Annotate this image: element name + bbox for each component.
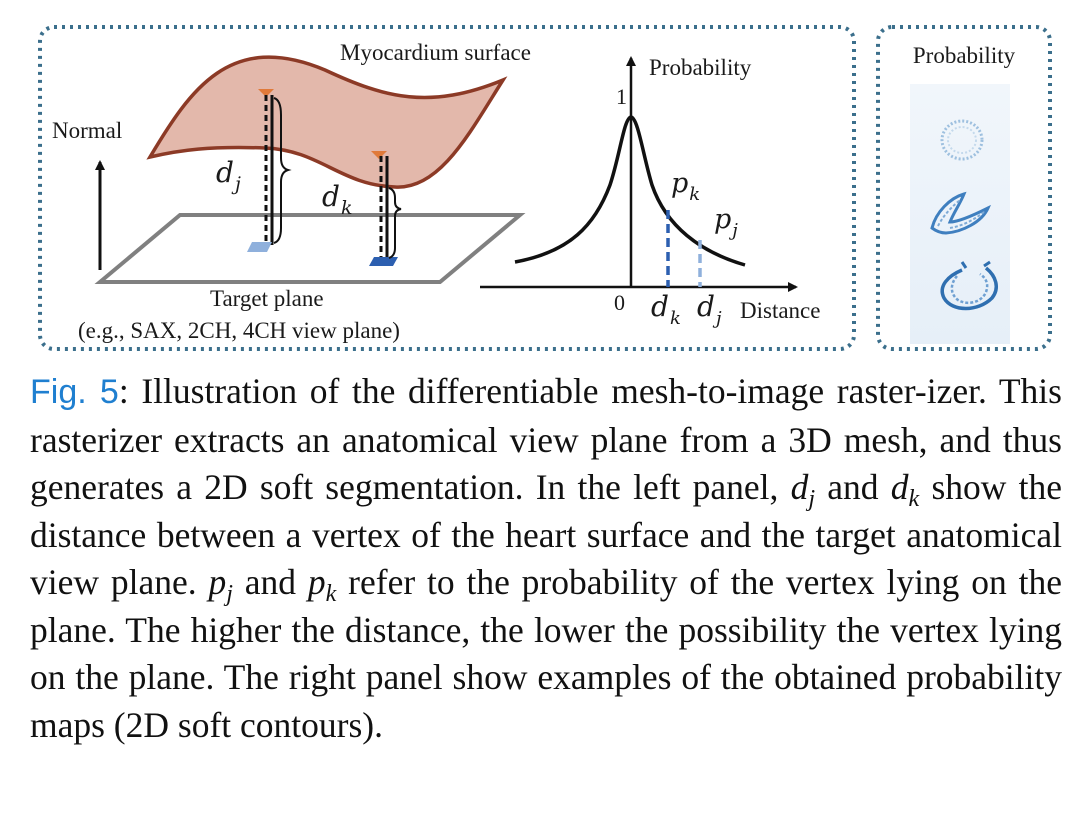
dk-axis-label: dk xyxy=(651,290,681,329)
caption-and-2: and xyxy=(232,562,308,602)
dk-label: dk xyxy=(322,180,352,219)
caption-text-2: show the distance between a vertex of th… xyxy=(30,467,1062,602)
vertex-k-marker xyxy=(371,151,387,159)
right-panel-frame xyxy=(876,25,1052,351)
maps-background xyxy=(910,84,1010,344)
y-tick-1: 1 xyxy=(616,84,627,109)
normal-label: Normal xyxy=(52,118,122,143)
caption-pj: pj xyxy=(208,562,233,607)
view-plane-label: (e.g., SAX, 2CH, 4CH view plane) xyxy=(78,318,400,343)
figure-label: Fig. 5 xyxy=(30,373,119,411)
myocardium-surface xyxy=(146,55,508,189)
target-plane xyxy=(94,213,526,284)
caption-dk: dk xyxy=(890,467,920,512)
caption-text-1: : Illustration of the differentiable mes… xyxy=(30,371,1062,507)
probability-plot: Probability 1 0 Distance pk pj dk dj xyxy=(480,55,820,329)
dk-brace xyxy=(388,187,402,259)
probability-map-4ch xyxy=(940,260,998,311)
caption-dj: dj xyxy=(790,467,816,512)
probability-map-2ch xyxy=(930,191,991,235)
surface-label: Myocardium surface xyxy=(340,40,531,65)
maps-title-line1: Probability xyxy=(913,43,1016,68)
figure-caption: Fig. 5: Illustration of the differentiab… xyxy=(30,368,1062,749)
figure-illustration: Normal Myocardium surface dj dk Target p… xyxy=(38,25,1052,351)
probability-curve xyxy=(514,115,746,267)
caption-text-3: refer to the probability of the vertex l… xyxy=(30,562,1062,745)
dj-axis-label: dj xyxy=(697,290,722,329)
pj-label: pj xyxy=(714,204,738,241)
left-panel-frame xyxy=(38,25,856,351)
right-panel: Probability maps xyxy=(910,43,1016,344)
y-axis-label: Probability xyxy=(649,55,752,80)
dj-label: dj xyxy=(216,156,241,195)
dj-brace xyxy=(273,97,292,244)
vertex-k-projection xyxy=(369,257,398,266)
left-panel: Normal Myocardium surface dj dk Target p… xyxy=(52,40,531,343)
caption-and-1: and xyxy=(815,467,891,507)
vertex-j-projection xyxy=(247,242,272,252)
origin-label: 0 xyxy=(614,290,625,315)
target-plane-label: Target plane xyxy=(210,286,324,311)
x-axis-label: Distance xyxy=(740,298,820,323)
pk-label: pk xyxy=(671,168,700,205)
vertex-j-marker xyxy=(258,89,274,97)
probability-map-sax xyxy=(940,119,984,161)
caption-pk: pk xyxy=(307,562,337,607)
